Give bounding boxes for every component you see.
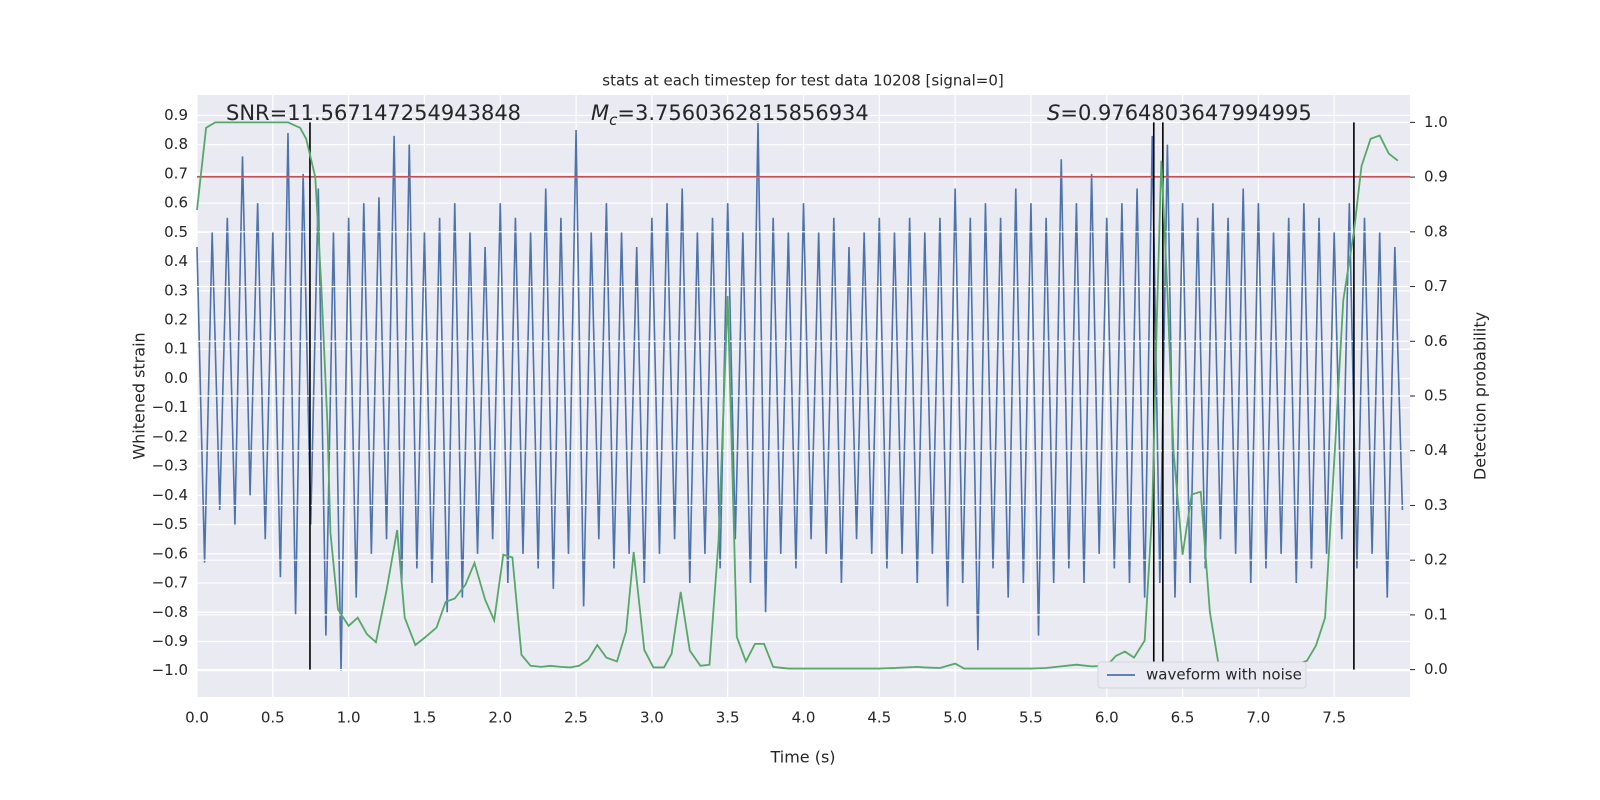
x-tick-label: 7.0 [1246,709,1270,727]
y-tick-label: −0.1 [152,398,188,416]
y-tick-label: 0.7 [164,164,188,182]
y2-tick-label: 0.3 [1424,496,1448,514]
annotation-text: =0.9764803647994995 [1060,101,1311,125]
annotation: S=0.9764803647994995 [1047,101,1312,125]
y-tick-label: 0.1 [164,340,188,358]
annotation-symbol: M [591,101,609,125]
y-tick-label: 0.2 [164,311,188,329]
y2-tick-label: 0.0 [1424,660,1448,678]
probability-line [196,121,1399,670]
y2-tick-label: 0.9 [1424,168,1448,186]
legend-box [1097,661,1307,689]
y-tick-label: 0.5 [164,223,188,241]
x-tick-label: 1.5 [413,709,437,727]
y2-tick-label: 0.8 [1424,222,1448,240]
y2-tick-label: 0.5 [1424,387,1448,405]
annotation-symbol: S [1047,101,1060,125]
y-tick-label: −0.4 [152,486,188,504]
y2-tick-label: 0.4 [1424,441,1448,459]
annotation: Mc=3.7560362815856934 [591,101,869,129]
x-axis-label: Time (s) [769,748,835,767]
y2-tick-label: 0.2 [1424,551,1448,569]
y-tick-label: −0.2 [152,427,188,445]
x-tick-label: 7.5 [1322,709,1346,727]
x-tick-label: 0.5 [261,709,285,727]
y-tick-label: −1.0 [152,661,188,679]
annotation-text: =3.7560362815856934 [617,101,868,125]
y-tick-label: −0.9 [152,632,188,650]
y-tick-label: −0.5 [152,515,188,533]
annotation-text: SNR=11.567147254943848 [226,101,521,125]
y2-tick-label: 0.1 [1424,605,1448,623]
y2-tick-label: 0.6 [1424,332,1448,350]
y2-axis-label: Detection probability [1471,312,1490,480]
x-tick-label: 0.0 [185,709,209,727]
y-tick-label: 0.8 [164,135,188,153]
x-tick-label: 1.0 [337,709,361,727]
x-tick-label: 6.5 [1171,709,1195,727]
x-tick-label: 4.5 [867,709,891,727]
y2-tick-label: 1.0 [1424,113,1448,131]
x-tick-label: 5.5 [1019,709,1043,727]
x-tick-label: 2.5 [564,709,588,727]
chart-title: stats at each timestep for test data 102… [602,72,1003,90]
y-axis-label: Whitened strain [130,332,149,459]
y-tick-label: 0.9 [164,106,188,124]
x-tick-label: 6.0 [1095,709,1119,727]
y-tick-label: 0.6 [164,194,188,212]
series-line [196,121,1404,671]
y-tick-label: −0.7 [152,574,188,592]
x-tick-label: 4.0 [792,709,816,727]
y2-tick-label: 0.7 [1424,277,1448,295]
x-tick-label: 3.0 [640,709,664,727]
annotation-subscript: c [609,111,618,129]
legend-label: waveform with noise [1146,666,1302,684]
y-tick-label: 0.0 [164,369,188,387]
y-tick-label: 0.3 [164,281,188,299]
y-tick-label: −0.6 [152,544,188,562]
x-tick-label: 3.5 [716,709,740,727]
x-tick-label: 2.0 [488,709,512,727]
y-tick-label: 0.4 [164,252,188,270]
y-tick-label: −0.8 [152,603,188,621]
x-tick-label: 5.0 [943,709,967,727]
y-tick-label: −0.3 [152,457,188,475]
annotation: SNR=11.567147254943848 [226,101,521,125]
